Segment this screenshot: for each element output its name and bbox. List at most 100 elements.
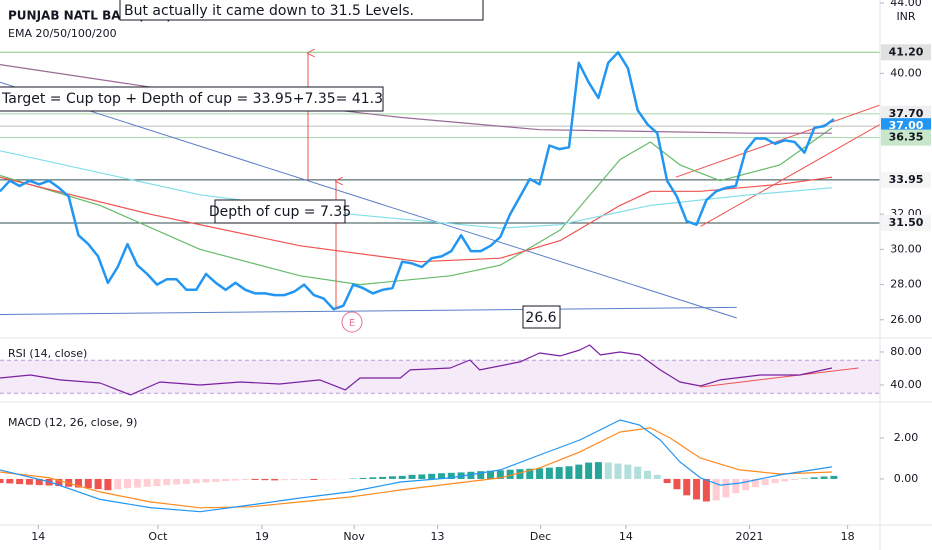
histogram-bar (536, 468, 544, 479)
histogram-bar (182, 478, 190, 484)
histogram-bar (231, 478, 239, 481)
histogram-bar (104, 478, 112, 491)
price-badge-label: 37.00 (889, 119, 924, 132)
series-line (0, 150, 832, 229)
note: Target = Cup top + Depth of cup = 33.95+… (1, 91, 383, 107)
y-tick-label: 28.00 (890, 278, 922, 291)
histogram-bar (84, 478, 92, 489)
event-marker[interactable] (341, 311, 363, 333)
histogram-bar (192, 478, 200, 484)
histogram-bar (124, 478, 132, 489)
histogram-bar (624, 464, 632, 479)
histogram-bar (516, 469, 524, 479)
y-tick-label: 40.00 (890, 378, 922, 391)
histogram-bar (693, 478, 701, 500)
series-line (0, 344, 833, 396)
series-line (0, 51, 835, 311)
histogram-bar (114, 478, 122, 490)
histogram-bar (742, 478, 750, 491)
x-tick-label: Dec (530, 530, 551, 543)
histogram-bar (771, 478, 779, 484)
histogram-bar (398, 475, 406, 479)
histogram-bar (261, 478, 269, 481)
indicator-label: EMA 20/50/100/200 (8, 27, 117, 40)
histogram-bar (555, 467, 563, 479)
histogram-bar (820, 476, 828, 479)
note-box (522, 305, 561, 329)
x-tick-label: Nov (343, 530, 365, 543)
price-badge-label: 41.20 (889, 45, 924, 58)
plot-area (0, 51, 880, 513)
y-tick-label: 80.00 (890, 345, 922, 358)
y-tick-label: 44.00 (890, 0, 922, 9)
price-badge-label: 36.35 (889, 131, 924, 144)
histogram-bar (643, 470, 651, 479)
histogram-bar (467, 471, 475, 479)
histogram-bar (300, 478, 308, 480)
price-badge (881, 214, 931, 231)
histogram-bar (320, 478, 328, 480)
trend-line (675, 104, 880, 178)
histogram-bar (585, 462, 593, 479)
histogram-bar (496, 470, 504, 479)
histogram-bar (830, 475, 838, 479)
note: Depth of cup = 7.35 (209, 204, 351, 220)
x-tick-label: Oct (148, 530, 168, 543)
x-tick-label: 18 (841, 530, 855, 543)
histogram-bar (6, 478, 14, 484)
trend-line (0, 81, 737, 319)
histogram-bar (594, 462, 602, 479)
histogram-bar (526, 468, 534, 479)
x-tick-label: 13 (431, 530, 445, 543)
x-tick-label: 2021 (736, 530, 764, 543)
x-tick-label: 14 (31, 530, 45, 543)
histogram-bar (0, 478, 4, 484)
histogram-bar (388, 476, 396, 479)
histogram-bar (487, 470, 495, 479)
histogram-bar (74, 478, 82, 488)
histogram-bar (16, 478, 24, 485)
note: But actually it came down to 31.5 Levels… (124, 3, 414, 19)
currency: INR (896, 10, 915, 23)
histogram-bar (369, 477, 377, 479)
x-tick-label: 19 (255, 530, 269, 543)
histogram-bar (712, 478, 720, 501)
y-tick-label: 0.00 (894, 472, 919, 485)
histogram-bar (133, 478, 141, 488)
histogram-bar (506, 469, 514, 479)
note: 26.6 (525, 310, 556, 326)
histogram-bar (781, 478, 789, 482)
histogram-bar (202, 478, 210, 483)
histogram-bar (143, 478, 151, 487)
price-badge (881, 171, 931, 188)
histogram-bar (761, 478, 769, 486)
histogram-bar (251, 478, 259, 480)
histogram-bar (663, 478, 671, 484)
histogram-bar (222, 478, 230, 482)
x-tick-label: 14 (619, 530, 633, 543)
y-tick-label: 40.00 (890, 66, 922, 79)
trend-line (0, 306, 737, 315)
series-line (0, 419, 832, 513)
histogram-bar (153, 478, 161, 487)
histogram-bar (418, 474, 426, 479)
panel-title: MACD (12, 26, close, 9) (8, 416, 137, 429)
histogram-bar (575, 464, 583, 479)
histogram-bar (791, 478, 799, 480)
histogram-bar (810, 477, 818, 479)
panel-title: RSI (14, close) (8, 347, 87, 360)
histogram-bar (25, 478, 33, 485)
price-badge-label: 33.95 (889, 173, 924, 186)
histogram-bar (290, 478, 298, 480)
note-box (0, 86, 384, 112)
y-tick-label: 26.00 (890, 313, 922, 326)
histogram-bar (634, 466, 642, 479)
note-box (214, 199, 346, 224)
histogram-bar (673, 478, 681, 490)
histogram-bar (94, 478, 102, 490)
price-badge (881, 44, 931, 61)
histogram-bar (241, 478, 249, 480)
